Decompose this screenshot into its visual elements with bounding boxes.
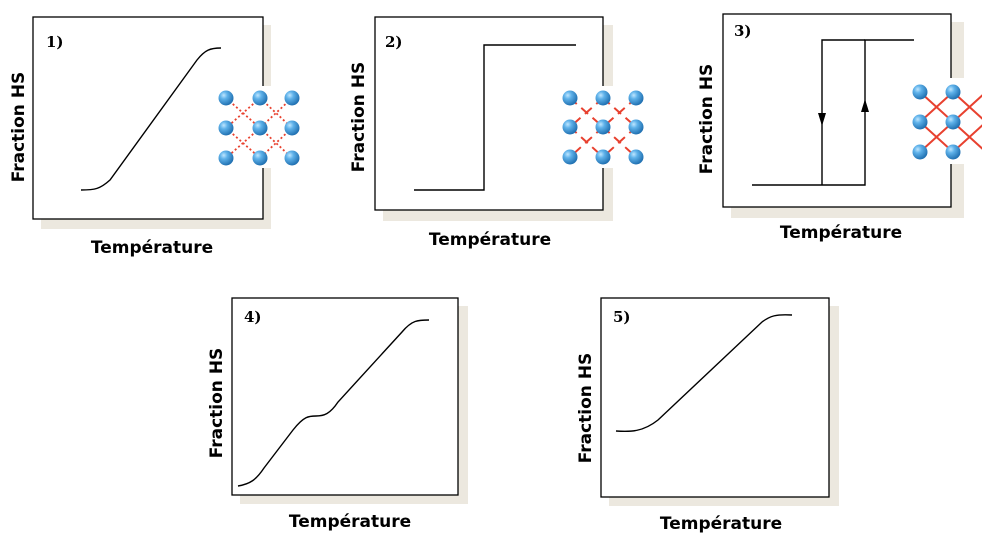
panel-1-ylabel: Fraction HS [9, 72, 29, 183]
panel-2-curve [414, 44, 576, 191]
panel-1: 1) Fraction HS Température [9, 16, 306, 258]
panel-4-curve [237, 319, 430, 487]
panel-4-frame [231, 297, 459, 496]
panel-3-ylabel: Fraction HS [697, 64, 717, 175]
panel-2-ylabel: Fraction HS [349, 62, 369, 173]
panel-1-number: 1) [46, 33, 64, 51]
panel-2-atoms [562, 90, 644, 165]
panel-1-xlabel: Température [91, 238, 213, 258]
panel-1-curve [80, 47, 222, 191]
panel-5-xlabel: Température [660, 514, 782, 533]
panel-5-frame [600, 297, 830, 498]
panel-3-atoms [912, 84, 961, 160]
panel-5-curve [615, 314, 793, 433]
panel-4: 4) Fraction HS Température [207, 297, 468, 532]
panel-3-curve [752, 39, 914, 186]
panel-4-xlabel: Température [289, 512, 411, 532]
panel-3-arrow-up [861, 99, 869, 112]
panel-5: 5) Fraction HS Température [576, 297, 839, 533]
panel-1-atoms [218, 90, 300, 166]
panel-3: 3) Fraction HS Température [697, 13, 982, 243]
panel-4-ylabel: Fraction HS [207, 348, 227, 459]
panel-5-ylabel: Fraction HS [576, 353, 596, 464]
panel-5-number: 5) [613, 308, 631, 326]
panel-3-arrow-down [818, 113, 826, 126]
panel-3-xlabel: Température [780, 223, 902, 243]
panel-2-xlabel: Température [429, 230, 551, 250]
panel-3-number: 3) [734, 22, 752, 40]
panel-2-number: 2) [385, 33, 403, 51]
panel-4-number: 4) [244, 308, 262, 326]
panel-2: 2) Fraction HS Température [349, 16, 653, 250]
